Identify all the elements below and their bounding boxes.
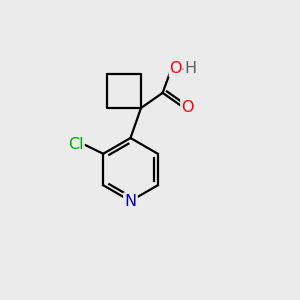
Text: Cl: Cl <box>68 137 83 152</box>
Text: O: O <box>182 100 194 115</box>
Text: H: H <box>184 61 196 76</box>
Text: O: O <box>169 61 182 76</box>
Text: N: N <box>124 194 136 208</box>
